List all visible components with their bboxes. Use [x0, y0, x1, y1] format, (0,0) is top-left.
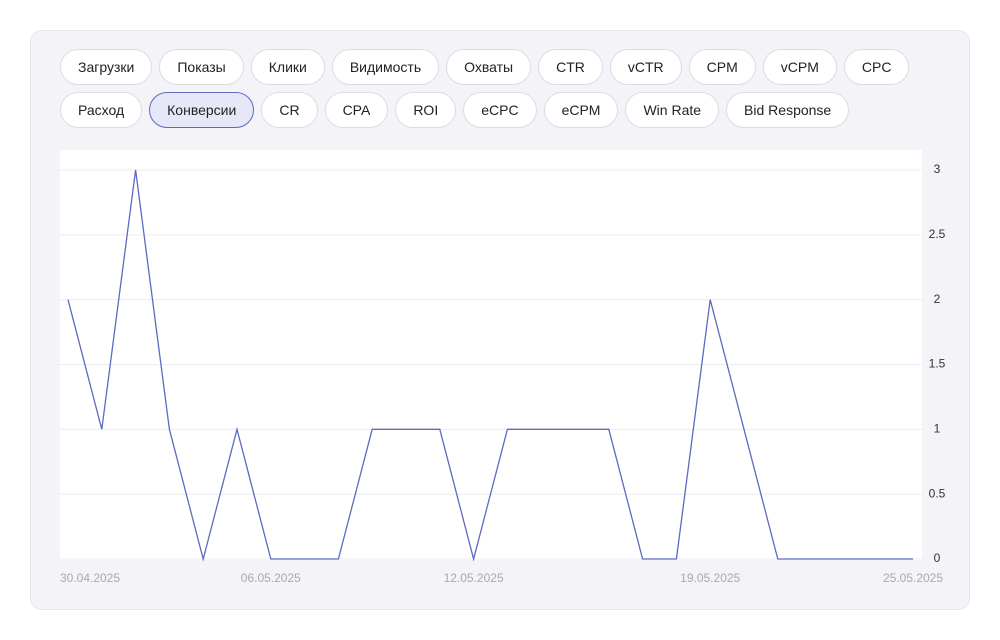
tab[interactable]: Конверсии: [149, 92, 255, 128]
tab[interactable]: Видимость: [331, 49, 440, 85]
tab[interactable]: Загрузки: [60, 49, 153, 85]
y-tick-label: 3: [934, 162, 941, 176]
y-tick-label: 1.5: [929, 357, 946, 371]
tab[interactable]: CPC: [843, 49, 910, 85]
tab[interactable]: Показы: [159, 49, 244, 85]
tab[interactable]: vCTR: [609, 49, 682, 85]
tab[interactable]: CTR: [538, 49, 603, 85]
data-line: [67, 169, 913, 562]
x-tick-label: 06.05.2025: [241, 571, 301, 585]
x-tick-label: 19.05.2025: [680, 571, 740, 585]
tab[interactable]: Охваты: [446, 49, 532, 85]
y-tick-label: 2.5: [929, 227, 946, 241]
tab[interactable]: CPA: [324, 92, 389, 128]
tab[interactable]: CPM: [688, 49, 756, 85]
tab[interactable]: eCPC: [463, 92, 537, 128]
tab[interactable]: ROI: [395, 92, 457, 128]
y-tick-label: 1: [934, 422, 941, 436]
x-tick-label: 30.04.2025: [60, 571, 120, 585]
tab-bar: Загрузки Показы Клики Видимость Охваты CTR vCT…: [60, 49, 940, 128]
tab[interactable]: vCPM: [762, 49, 837, 85]
x-tick-label: 25.05.2025: [883, 571, 943, 585]
plot-area: [60, 150, 922, 560]
x-tick-label: 12.05.2025: [444, 571, 504, 585]
tab[interactable]: eCPM: [543, 92, 619, 128]
y-tick-label: 0: [934, 551, 941, 565]
tab[interactable]: Bid Response: [726, 92, 850, 128]
tab[interactable]: Win Rate: [625, 92, 720, 128]
tab[interactable]: CR: [261, 92, 318, 128]
y-tick-label: 2: [934, 292, 941, 306]
tab[interactable]: Клики: [250, 49, 325, 85]
tab[interactable]: Расход: [60, 92, 143, 128]
y-tick-label: 0.5: [929, 486, 946, 500]
